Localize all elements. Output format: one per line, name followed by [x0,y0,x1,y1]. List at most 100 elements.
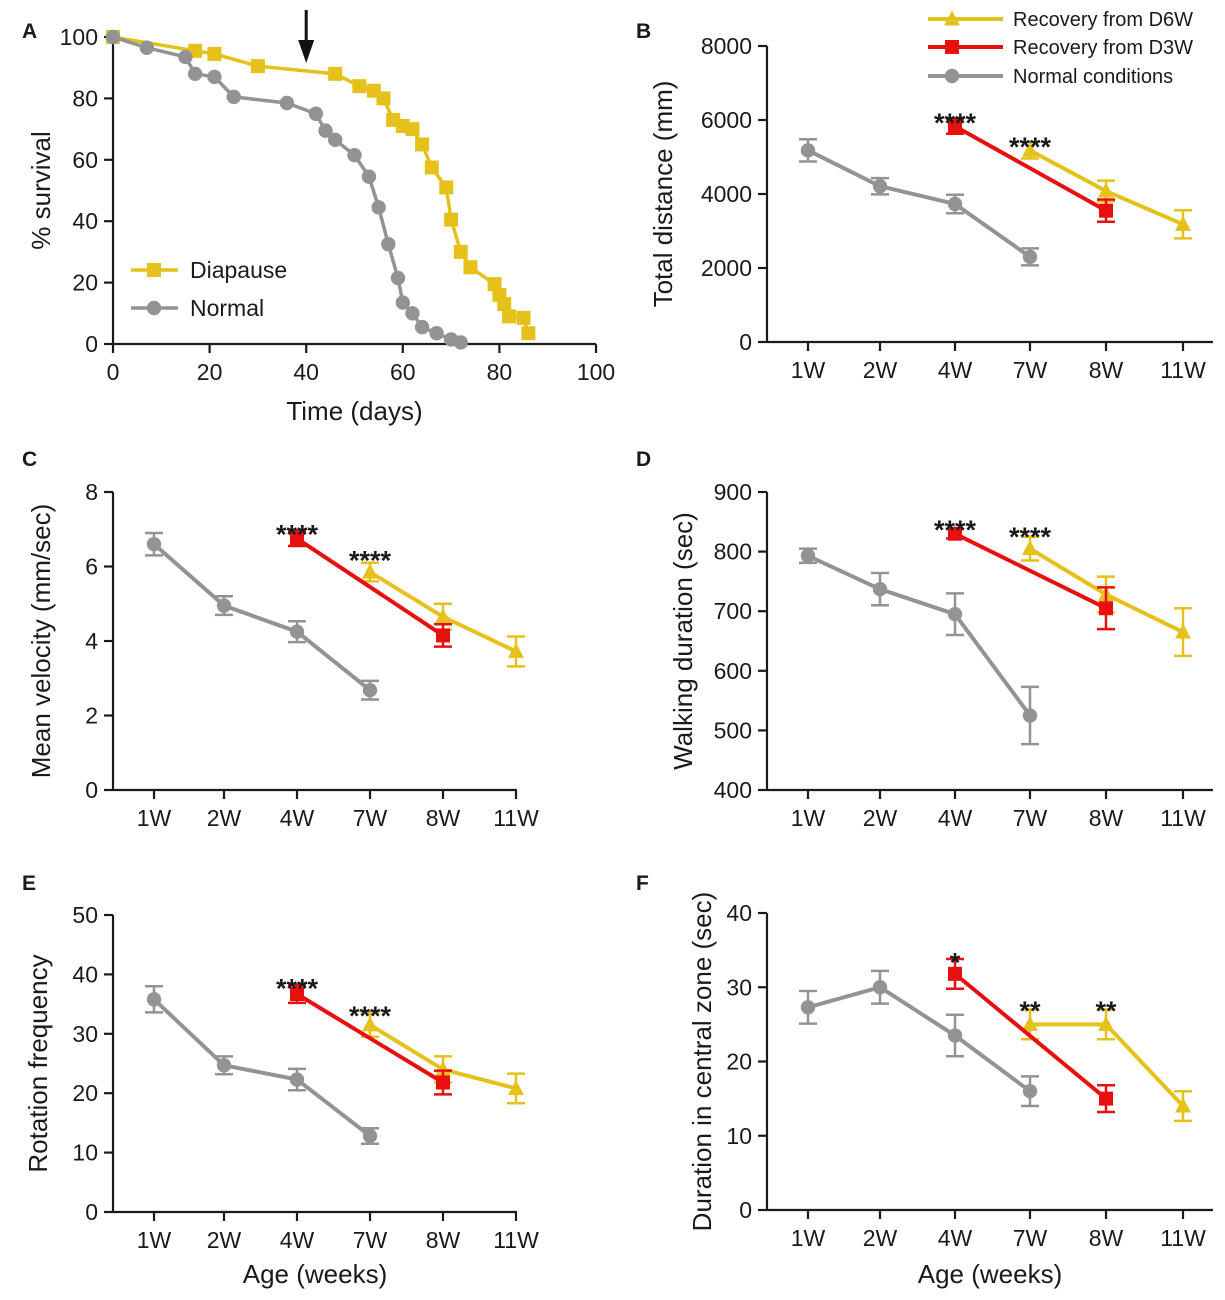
x-tick-label: 8W [1089,357,1124,383]
series-recovery-from-d6w [361,561,525,668]
data-point [390,270,406,286]
data-point [424,160,439,175]
series-recovery-from-d3w [946,526,1115,631]
significance-label: **** [276,519,319,549]
y-tick-label: 2 [85,703,98,729]
x-tick-label: 1W [791,1225,826,1251]
series-normal-conditions [145,985,379,1145]
data-point [947,1028,963,1043]
data-point [318,123,333,138]
data-point [1022,249,1038,265]
series-normal-conditions [799,137,1039,267]
data-point [207,69,222,85]
x-tick-label: 20 [197,359,223,385]
panel-letter: E [22,872,36,895]
x-tick-label: 2W [207,1227,242,1253]
x-tick-label: 2W [863,805,898,831]
x-tick-label: 11W [1160,805,1206,831]
y-tick-label: 20 [726,1049,752,1075]
x-tick-label: 11W [1160,357,1206,383]
data-point [216,1058,232,1073]
data-point [435,608,451,624]
y-tick-label: 600 [714,658,752,684]
y-tick-label: 2000 [701,255,752,281]
data-point [516,310,531,325]
y-tick-label: 20 [72,270,98,296]
legend-label: Recovery from D3W [1013,37,1193,59]
data-point [487,277,502,292]
x-tick-label: 4W [938,805,973,831]
series-line [295,536,445,638]
x-tick-label: 1W [137,805,172,831]
series-diapause [106,30,536,341]
legend-label: Normal conditions [1013,66,1173,88]
x-tick-label: 7W [1013,357,1048,383]
y-tick-label: 40 [72,208,98,234]
y-tick-label: 0 [85,1199,98,1225]
x-tick-label: 8W [426,1227,461,1253]
legend-swatch-marker [944,10,960,26]
data-point [395,295,410,310]
series-line [807,148,1032,259]
data-point [800,143,816,158]
series-line [807,553,1032,717]
data-point [947,196,963,212]
significance-label: **** [349,545,392,575]
x-tick-label: 1W [137,1227,172,1253]
legend-label: Diapause [190,257,287,283]
data-point [308,106,324,121]
series-normal-conditions [799,547,1039,746]
series-line [954,531,1107,611]
data-point [146,536,162,552]
data-point [508,642,524,658]
x-tick-label: 4W [938,1225,973,1251]
data-point [872,581,888,597]
central-zone-duration-chart-panel-f: F 0 10 20 30 40 Duration in central zone (sec)… [636,872,1213,1289]
data-point [502,309,517,324]
series-line [152,997,372,1138]
data-point [1098,182,1114,198]
significance-label: **** [349,1001,392,1031]
series-line [152,542,372,692]
panel-letter: C [22,448,37,471]
series-recovery-from-d3w [288,529,452,648]
data-point [947,606,963,622]
data-point [463,260,478,275]
data-point [948,966,962,981]
data-point [521,326,536,341]
x-tick-label: 4W [280,1227,315,1253]
data-point [1022,1084,1038,1099]
panel-letter: D [636,448,651,471]
significance-label: * [950,948,961,978]
y-tick-label: 30 [72,1021,98,1047]
data-point [414,319,430,335]
y-axis-title: Duration in central zone (sec) [687,892,717,1232]
x-axis-title: Time (days) [286,396,422,426]
y-tick-label: 50 [72,902,98,928]
x-tick-label: 2W [863,357,898,383]
series-recovery-from-d3w [946,117,1115,223]
data-point [178,49,193,65]
y-tick-label: 40 [72,961,98,987]
series-line [112,35,531,334]
y-tick-label: 100 [60,24,98,50]
x-tick-label: 100 [577,359,615,385]
y-tick-label: 8 [85,479,98,505]
y-tick-label: 0 [739,1197,752,1223]
data-point [362,1128,378,1144]
series-recovery-from-d3w [946,957,1115,1114]
data-point [453,244,468,259]
data-point [436,1075,450,1090]
series-recovery-from-d6w [1021,1008,1192,1123]
data-point [1022,708,1038,723]
x-tick-label: 60 [390,359,416,385]
data-point [376,91,391,106]
walking-duration-chart-panel-d: D 400 500 600 700 800 900 Walking duration (sec… [636,448,1213,831]
series-line [954,124,1107,213]
y-tick-label: 4000 [701,181,752,207]
x-tick-label: 4W [280,805,315,831]
data-point [361,169,377,184]
data-point [289,624,305,639]
significance-label: ** [1095,996,1117,1026]
